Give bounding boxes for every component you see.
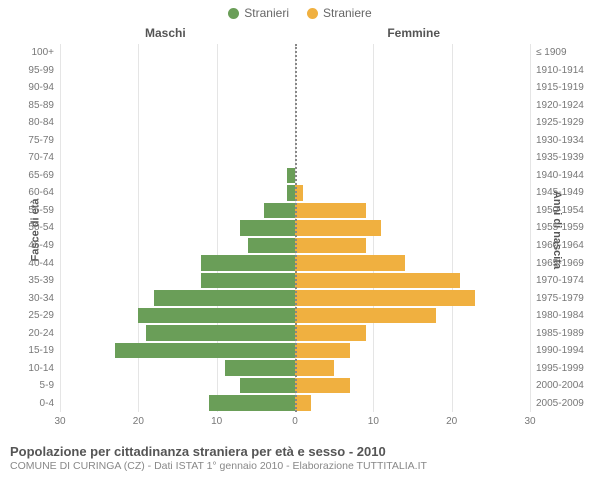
birth-label: 2005-2009 xyxy=(530,398,584,409)
age-label: 45-49 xyxy=(28,240,60,251)
bar-male xyxy=(240,220,295,236)
legend: Stranieri Straniere xyxy=(0,0,600,20)
bar-female xyxy=(295,203,366,219)
legend-label-male: Stranieri xyxy=(244,6,289,20)
footer: Popolazione per cittadinanza straniera p… xyxy=(0,440,600,472)
birth-label: 1930-1934 xyxy=(530,135,584,146)
birth-label: 1935-1939 xyxy=(530,152,584,163)
legend-swatch-male xyxy=(228,8,239,19)
age-label: 70-74 xyxy=(28,152,60,163)
bar-male xyxy=(287,168,295,184)
bar-male xyxy=(138,308,295,324)
plot-region: 3020100102030100+≤ 190995-991910-191490-… xyxy=(60,44,530,412)
bar-female xyxy=(295,325,366,341)
bar-female xyxy=(295,220,381,236)
center-line xyxy=(295,44,297,412)
birth-label: ≤ 1909 xyxy=(530,47,567,58)
birth-label: 1990-1994 xyxy=(530,345,584,356)
legend-item-female: Straniere xyxy=(307,6,372,20)
age-label: 20-24 xyxy=(28,328,60,339)
birth-label: 1980-1984 xyxy=(530,310,584,321)
bar-male xyxy=(209,395,295,411)
bar-female xyxy=(295,308,436,324)
birth-label: 1950-1954 xyxy=(530,205,584,216)
age-label: 60-64 xyxy=(28,187,60,198)
legend-swatch-female xyxy=(307,8,318,19)
age-label: 55-59 xyxy=(28,205,60,216)
age-label: 65-69 xyxy=(28,170,60,181)
birth-label: 2000-2004 xyxy=(530,380,584,391)
footer-subtitle: COMUNE DI CURINGA (CZ) - Dati ISTAT 1° g… xyxy=(10,460,590,472)
age-label: 50-54 xyxy=(28,222,60,233)
bar-female xyxy=(295,255,405,271)
age-label: 25-29 xyxy=(28,310,60,321)
bar-female xyxy=(295,378,350,394)
bar-male xyxy=(240,378,295,394)
birth-label: 1915-1919 xyxy=(530,82,584,93)
age-label: 85-89 xyxy=(28,100,60,111)
birth-label: 1940-1944 xyxy=(530,170,584,181)
birth-label: 1965-1969 xyxy=(530,258,584,269)
x-tick: 10 xyxy=(368,412,379,427)
legend-item-male: Stranieri xyxy=(228,6,289,20)
age-label: 35-39 xyxy=(28,275,60,286)
birth-label: 1975-1979 xyxy=(530,293,584,304)
bar-male xyxy=(146,325,295,341)
header-male: Maschi xyxy=(145,26,186,40)
age-label: 0-4 xyxy=(40,398,60,409)
birth-label: 1960-1964 xyxy=(530,240,584,251)
x-tick: 0 xyxy=(292,412,298,427)
birth-label: 1910-1914 xyxy=(530,65,584,76)
bar-female xyxy=(295,395,311,411)
age-label: 5-9 xyxy=(40,380,60,391)
birth-label: 1970-1974 xyxy=(530,275,584,286)
age-label: 30-34 xyxy=(28,293,60,304)
x-tick: 30 xyxy=(524,412,535,427)
bar-male xyxy=(287,185,295,201)
age-label: 90-94 xyxy=(28,82,60,93)
bar-female xyxy=(295,343,350,359)
bar-female xyxy=(295,360,334,376)
birth-label: 1920-1924 xyxy=(530,100,584,111)
legend-label-female: Straniere xyxy=(323,6,372,20)
birth-label: 1945-1949 xyxy=(530,187,584,198)
bar-male xyxy=(225,360,296,376)
age-label: 75-79 xyxy=(28,135,60,146)
bar-male xyxy=(264,203,295,219)
age-label: 10-14 xyxy=(28,363,60,374)
x-tick: 20 xyxy=(446,412,457,427)
bar-female xyxy=(295,290,475,306)
age-label: 15-19 xyxy=(28,345,60,356)
chart-area: Maschi Femmine Fasce di età Anni di nasc… xyxy=(0,20,600,440)
birth-label: 1995-1999 xyxy=(530,363,584,374)
footer-title: Popolazione per cittadinanza straniera p… xyxy=(10,444,590,459)
birth-label: 1955-1959 xyxy=(530,222,584,233)
bar-male xyxy=(154,290,295,306)
bar-female xyxy=(295,238,366,254)
age-label: 95-99 xyxy=(28,65,60,76)
age-label: 100+ xyxy=(31,47,60,58)
birth-label: 1985-1989 xyxy=(530,328,584,339)
header-female: Femmine xyxy=(387,26,440,40)
x-tick: 20 xyxy=(133,412,144,427)
bar-male xyxy=(115,343,295,359)
x-tick: 30 xyxy=(54,412,65,427)
x-tick: 10 xyxy=(211,412,222,427)
bar-male xyxy=(248,238,295,254)
age-label: 40-44 xyxy=(28,258,60,269)
age-label: 80-84 xyxy=(28,117,60,128)
bar-male xyxy=(201,273,295,289)
birth-label: 1925-1929 xyxy=(530,117,584,128)
bar-male xyxy=(201,255,295,271)
bar-female xyxy=(295,273,460,289)
